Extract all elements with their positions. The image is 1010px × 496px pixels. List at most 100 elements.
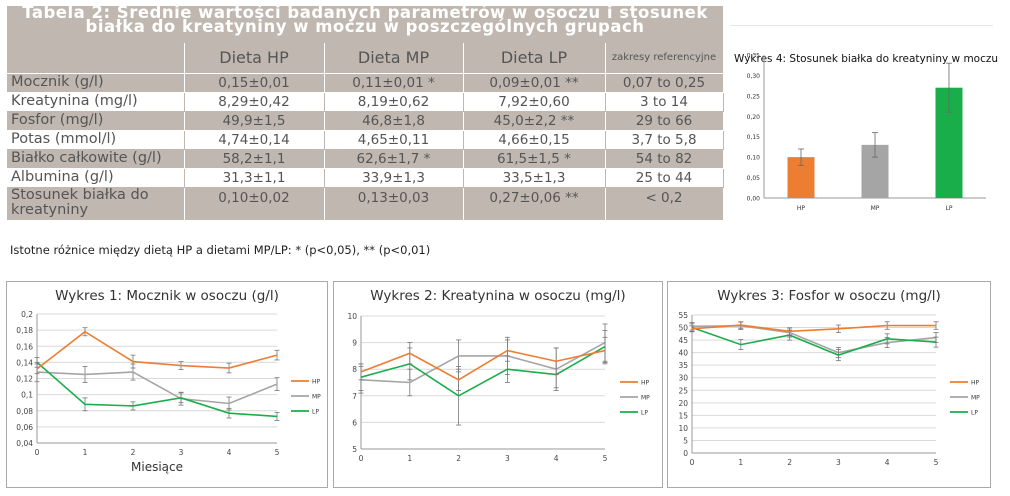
legend-label-mp: MP: [971, 395, 980, 402]
series-line-mp: [360, 341, 606, 384]
legend-label-lp: LP: [641, 410, 648, 417]
y-tick-label: 35: [678, 361, 688, 370]
legend-label-hp: HP: [971, 380, 980, 387]
data-table: Dieta HP Dieta MP Dieta LP zakresy refer…: [7, 43, 724, 221]
cell-ref: 3 to 14: [605, 92, 724, 112]
row-label: Kreatynina (mg/l): [7, 92, 185, 112]
row-label: Albumina (g/l): [7, 168, 185, 188]
legend-label-lp: LP: [971, 410, 978, 417]
cell-hp: 31,3±1,1: [184, 168, 325, 188]
table-title-line-1: Tabela 2: Średnie wartości badanych para…: [22, 3, 708, 22]
y-tick-label: 0,16: [16, 342, 33, 351]
cell-hp: 0,15±0,01: [184, 73, 325, 93]
cell-mp: 33,9±1,3: [324, 168, 464, 188]
cell-mp: 0,11±0,01 *: [324, 73, 464, 93]
cell-lp: 4,66±0,15: [463, 130, 606, 150]
cell-ref: 29 to 66: [605, 111, 724, 131]
table-row: Albumina (g/l) 31,3±1,1 33,9±1,3 33,5±1,3 25…: [7, 168, 724, 188]
cell-mp: 0,13±0,03: [324, 187, 464, 221]
significance-note: Istotne różnice między dietą HP a dietam…: [10, 243, 431, 257]
cell-hp: 0,10±0,02: [184, 187, 325, 221]
cell-lp: 45,0±2,2 **: [463, 111, 606, 131]
chart-4-title: Wykres 4: Stosunek białka do kreatyniny …: [734, 53, 999, 65]
cell-mp: 62,6±1,7 *: [324, 149, 464, 169]
y-tick-label: 0,30: [747, 73, 761, 80]
header-reference-ranges: zakresy referencyjne: [605, 43, 724, 74]
x-tick-label: LP: [946, 205, 953, 212]
y-tick-label: 0,10: [747, 155, 761, 162]
y-tick-label: 6: [352, 418, 357, 427]
x-tick-label: 4: [227, 448, 232, 457]
chart-1-title: Wykres 1: Mocznik w osoczu (g/l): [55, 288, 279, 304]
y-tick-label: 20: [678, 399, 688, 408]
x-tick-label: 2: [787, 458, 792, 467]
y-tick-label: 0,20: [747, 114, 761, 121]
header-empty: [7, 43, 185, 74]
legend-label-mp: MP: [641, 395, 650, 402]
y-tick-label: 5: [683, 436, 688, 445]
row-label: Fosfor (mg/l): [7, 111, 185, 131]
cell-ref: 25 to 44: [605, 168, 724, 188]
cell-ref: 0,07 to 0,25: [605, 73, 724, 93]
table-row: Potas (mmol/l) 4,74±0,14 4,65±0,11 4,66±0,1…: [7, 130, 724, 150]
cell-mp: 8,19±0,62: [324, 92, 464, 112]
series-line-mp: [36, 371, 278, 405]
table-title: Tabela 2: Średnie wartości badanych para…: [7, 3, 723, 42]
table-header-row: Dieta HP Dieta MP Dieta LP zakresy refer…: [7, 43, 724, 74]
legend-label-hp: HP: [641, 380, 650, 387]
x-tick-label: 3: [836, 458, 841, 467]
row-label: Potas (mmol/l): [7, 130, 185, 150]
series-line-lp: [360, 345, 606, 397]
y-tick-label: 0,08: [16, 407, 33, 416]
y-tick-label: 45: [678, 336, 688, 345]
x-tick-label: 4: [554, 454, 559, 463]
series-line-hp: [691, 324, 936, 333]
y-tick-label: 0,25: [747, 93, 761, 100]
y-tick-label: 0: [683, 449, 688, 458]
y-tick-label: 55: [678, 311, 688, 320]
table-row: Kreatynina (mg/l) 8,29±0,42 8,19±0,62 7,92±…: [7, 92, 724, 112]
x-tick-label: 0: [35, 448, 40, 457]
y-tick-label: 25: [678, 386, 688, 395]
y-tick-label: 0,18: [16, 326, 33, 335]
y-tick-label: 40: [678, 349, 688, 358]
table-title-line-2: białka do kreatyniny w moczu w poszczegó…: [85, 17, 645, 36]
x-axis-label: Miesiące: [131, 460, 183, 474]
chart-3-box: Wykres 3: Fosfor w osoczu (mg/l) 0 5 10 15 2…: [667, 281, 991, 488]
x-tick-label: MP: [871, 205, 880, 212]
cell-ref: 54 to 82: [605, 149, 724, 169]
series-line-lp: [691, 326, 937, 356]
y-tick-label: 0,05: [747, 175, 761, 182]
y-tick-label: 0,04: [16, 439, 33, 448]
chart-2-title: Wykres 2: Kreatynina w osoczu (mg/l): [370, 288, 626, 304]
cell-lp: 0,09±0,01 **: [463, 73, 606, 93]
x-tick-label: 5: [603, 454, 608, 463]
cell-mp: 4,65±0,11: [324, 130, 464, 150]
y-tick-label: 0,06: [16, 423, 33, 432]
results-table: Tabela 2: Średnie wartości badanych para…: [7, 3, 724, 221]
chart-2-box: Wykres 2: Kreatynina w osoczu (mg/l) 5 6 7…: [333, 281, 663, 488]
x-tick-label: 5: [275, 448, 280, 457]
y-tick-label: 0,2: [21, 310, 33, 319]
cell-lp: 33,5±1,3: [463, 168, 606, 188]
cell-mp: 46,8±1,8: [324, 111, 464, 131]
x-tick-label: 2: [456, 454, 461, 463]
y-tick-label: 30: [678, 374, 688, 383]
series-line-hp: [360, 349, 606, 381]
y-tick-label: 0,35: [747, 53, 761, 60]
row-label: Mocznik (g/l): [7, 73, 185, 93]
row-label: Stosunek białka do kreatyniny: [7, 187, 185, 221]
x-tick-label: 5: [934, 458, 939, 467]
table-row: Białko całkowite (g/l) 58,2±1,1 62,6±1,7 *…: [7, 149, 724, 169]
chart-4-box: Wykres 4: Stosunek białka do kreatyniny …: [730, 25, 998, 226]
row-label: Białko całkowite (g/l): [7, 149, 185, 169]
cell-hp: 8,29±0,42: [184, 92, 325, 112]
chart-1-box: Wykres 1: Mocznik w osoczu (g/l) 0,04 0,0…: [6, 281, 328, 488]
y-tick-label: 9: [352, 339, 357, 348]
chart-2-svg: 5 6 7 8 9 10 0 1 2 3 4 5 HP MP LP: [347, 312, 650, 463]
x-tick-label: HP: [797, 205, 806, 212]
x-tick-label: 0: [359, 454, 364, 463]
y-tick-label: 10: [678, 424, 688, 433]
x-tick-label: 1: [407, 454, 412, 463]
cell-hp: 4,74±0,14: [184, 130, 325, 150]
